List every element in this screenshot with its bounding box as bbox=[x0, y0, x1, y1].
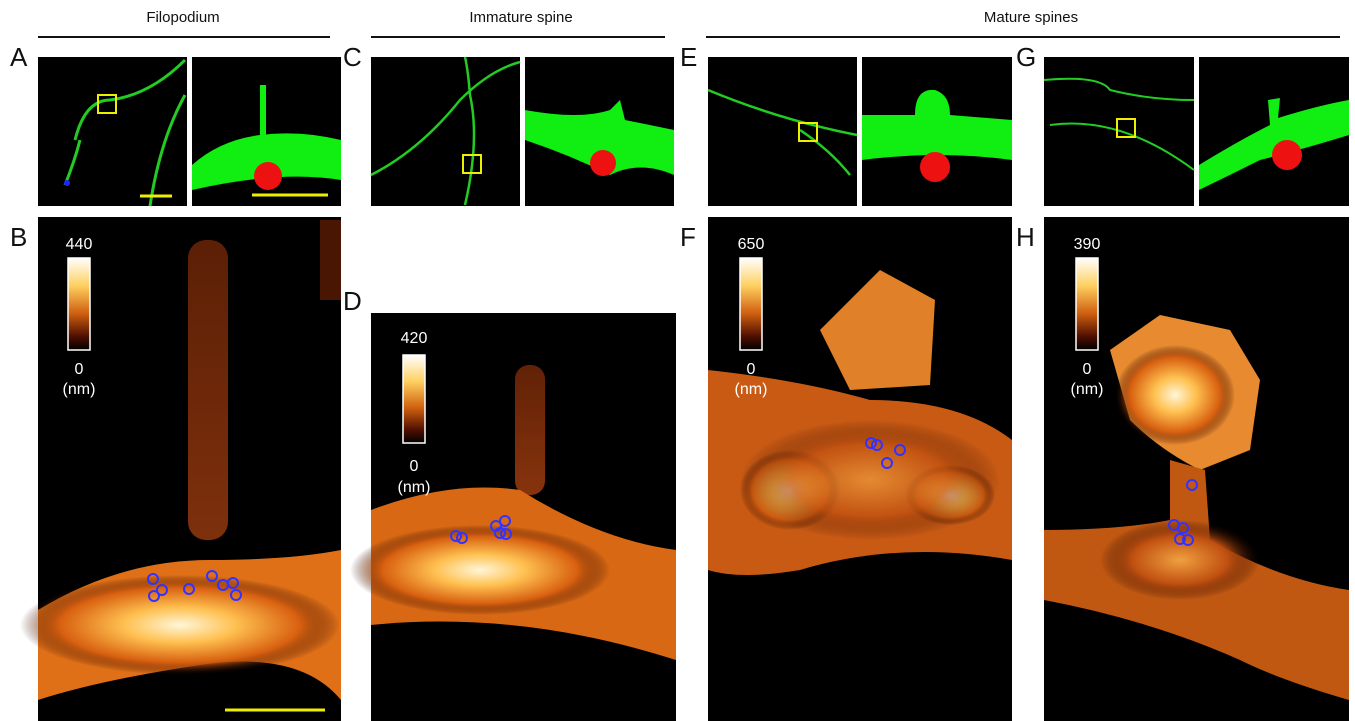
panel-label: B bbox=[10, 222, 27, 252]
column-header: Mature spines bbox=[984, 9, 1078, 26]
colorbar-max: 440 bbox=[66, 236, 93, 253]
column-header: Filopodium bbox=[146, 9, 219, 26]
colorbar-max: 390 bbox=[1074, 236, 1101, 253]
colorbar-unit: (nm) bbox=[1071, 381, 1104, 398]
colorbar-min: 0 bbox=[1083, 361, 1092, 378]
panel-label: E bbox=[680, 42, 697, 72]
colorbar-max: 420 bbox=[401, 330, 428, 347]
figure: Filopodium Immature spine Mature spines … bbox=[0, 0, 1355, 721]
colorbar-max: 650 bbox=[738, 236, 765, 253]
panel-label: D bbox=[343, 286, 362, 316]
colorbar-unit: (nm) bbox=[735, 381, 768, 398]
panel-label: A bbox=[10, 42, 28, 72]
panel-label: C bbox=[343, 42, 362, 72]
panel-label: F bbox=[680, 222, 696, 252]
colorbar-min: 0 bbox=[410, 458, 419, 475]
colorbar-unit: (nm) bbox=[63, 381, 96, 398]
panel-label: H bbox=[1016, 222, 1035, 252]
colorbar-min: 0 bbox=[75, 361, 84, 378]
colorbar-unit: (nm) bbox=[398, 479, 431, 496]
fluorescence-images bbox=[38, 57, 1349, 206]
column-header: Immature spine bbox=[469, 9, 572, 26]
panel-label: G bbox=[1016, 42, 1036, 72]
colorbar-min: 0 bbox=[747, 361, 756, 378]
height-maps bbox=[20, 217, 1349, 721]
